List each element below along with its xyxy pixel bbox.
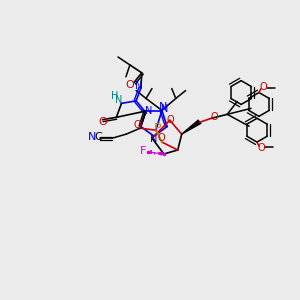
Text: O: O [98,117,107,127]
Text: N: N [150,134,158,144]
Text: O: O [157,133,165,143]
Text: O: O [211,112,218,122]
Text: N: N [115,95,123,105]
Text: O: O [166,115,174,125]
Text: O: O [257,143,265,153]
Text: H: H [112,91,119,101]
Text: N: N [161,104,169,114]
Text: N: N [88,132,97,142]
Text: O: O [259,82,267,92]
Text: N: N [135,81,142,91]
Text: N: N [159,102,167,112]
Text: N: N [145,106,152,116]
Text: C: C [95,132,102,142]
Text: O: O [133,120,141,130]
Text: F: F [140,146,146,156]
Text: P: P [154,122,162,135]
Polygon shape [182,120,201,134]
Text: O: O [125,80,134,90]
